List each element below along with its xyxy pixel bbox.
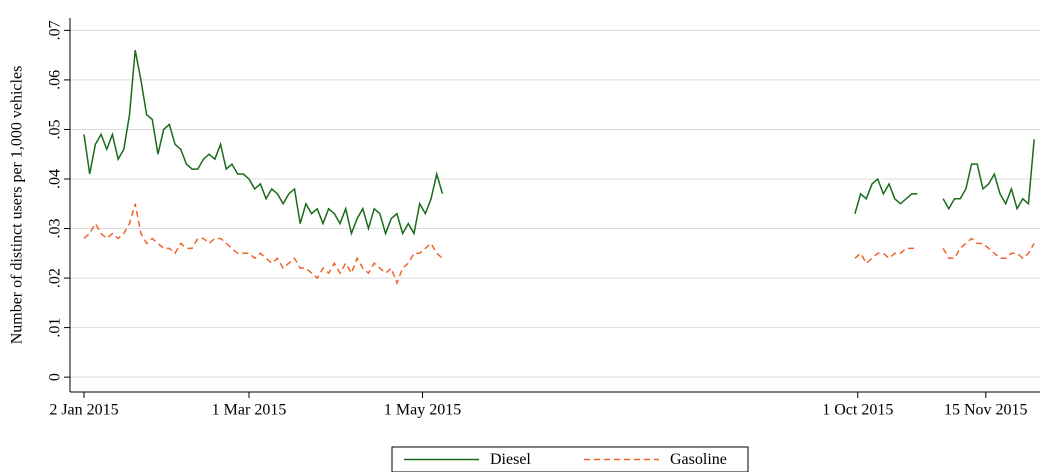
y-tick-label: .01	[47, 318, 64, 338]
y-tick-label: .03	[47, 219, 64, 239]
legend-label: Gasoline	[670, 451, 727, 468]
y-tick-label: .04	[47, 169, 64, 189]
y-tick-label: .06	[47, 70, 64, 90]
data-line	[83, 203, 1035, 286]
x-tick-label: 1 Mar 2015	[212, 402, 287, 419]
y-axis-label: Number of distinct users per 1,000 vehic…	[9, 66, 26, 345]
y-tick-label: 0	[47, 373, 64, 381]
x-tick-label: 2 Jan 2015	[49, 402, 118, 419]
y-tick-label: .07	[47, 20, 64, 40]
x-tick-label: 1 May 2015	[384, 402, 461, 419]
data-line	[83, 50, 1035, 237]
y-tick-label: .05	[47, 119, 64, 139]
legend-label: Diesel	[490, 451, 531, 468]
y-tick-label: .02	[47, 268, 64, 288]
x-tick-label: 1 Oct 2015	[822, 402, 893, 419]
x-tick-label: 15 Nov 2015	[944, 402, 1028, 419]
